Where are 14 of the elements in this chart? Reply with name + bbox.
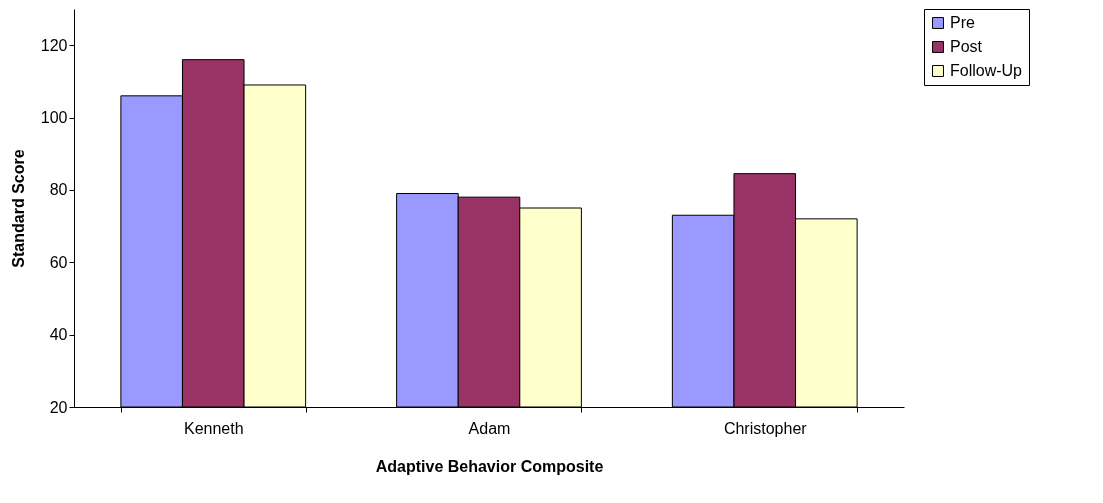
y-tick-label: 60 xyxy=(49,253,68,271)
legend-label: Post xyxy=(950,38,983,55)
x-tick-label: Adam xyxy=(468,419,511,437)
y-tick-label: 120 xyxy=(40,36,68,54)
y-tick-label: 80 xyxy=(49,181,68,199)
x-axis-title: Adaptive Behavior Composite xyxy=(375,457,604,475)
legend-label: Follow-Up xyxy=(950,62,1023,79)
x-tick-label: Christopher xyxy=(723,419,808,437)
y-tick-label: 40 xyxy=(49,326,68,344)
y-tick-label: 20 xyxy=(49,398,68,416)
x-tick-label: Kenneth xyxy=(183,419,244,437)
legend-label: Pre xyxy=(950,14,975,31)
y-axis-title: Standard Score xyxy=(9,149,27,268)
y-tick-label: 100 xyxy=(40,109,68,127)
